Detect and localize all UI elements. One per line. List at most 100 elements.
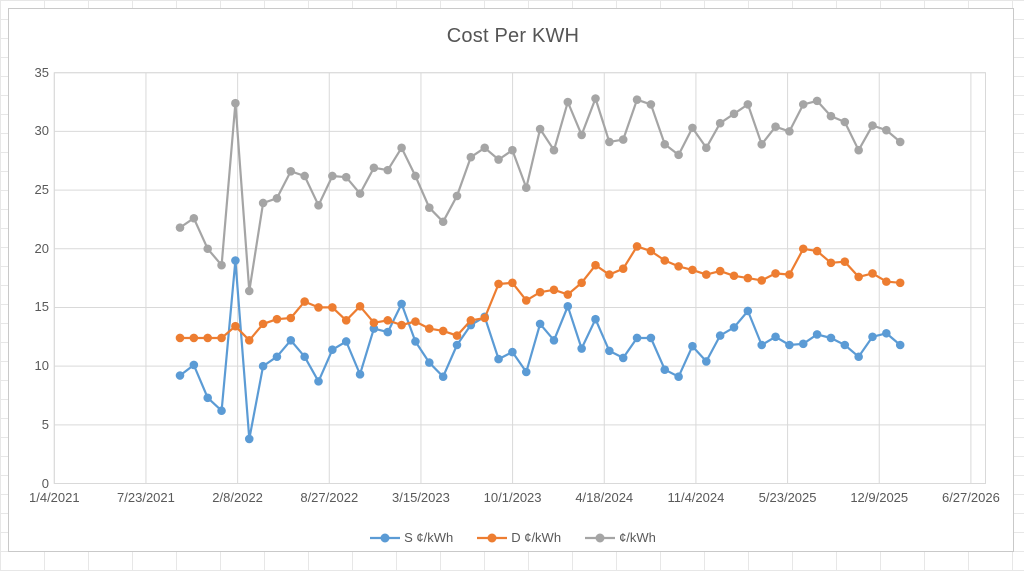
series-0-marker: [341, 337, 351, 346]
series-2-marker: [314, 201, 323, 210]
series-0-marker: [618, 353, 628, 363]
x-axis-tick-label: 1/4/2021: [29, 490, 80, 505]
series-2-marker: [729, 109, 739, 119]
series-1-marker: [411, 317, 420, 326]
series-1-marker: [715, 266, 725, 276]
legend-item-0[interactable]: S ¢/kWh: [370, 530, 453, 545]
series-1-marker: [258, 319, 268, 329]
series-0-marker: [743, 306, 753, 316]
legend-marker-icon: [585, 533, 616, 542]
series-2-marker: [480, 143, 490, 153]
x-axis-tick-label: 10/1/2023: [483, 490, 542, 505]
series-1-marker: [605, 270, 614, 279]
series-2-marker: [508, 145, 517, 155]
series-1-marker: [535, 287, 545, 297]
series-2-marker: [217, 260, 226, 270]
x-axis-tick-label: 2/8/2022: [212, 490, 263, 505]
series-0-marker: [660, 365, 670, 374]
series-0-marker: [826, 333, 836, 343]
x-axis-tick-label: 5/23/2025: [758, 490, 817, 505]
series-2-marker: [785, 127, 794, 136]
plot-border: [53, 72, 987, 484]
series-1-marker: [688, 265, 697, 275]
legend: S ¢/kWh D ¢/kWh ¢/kWh: [9, 530, 1017, 545]
series-0-marker: [591, 314, 600, 324]
series-1-marker: [840, 257, 850, 266]
series-0-marker: [480, 312, 490, 322]
series-2-marker: [798, 100, 808, 109]
series-1-marker: [702, 270, 711, 279]
chart-container[interactable]: Cost Per KWH 0 5 10 15 20 25 30 35 1/4/2021 7/23…: [8, 8, 1014, 552]
series-1-marker: [632, 242, 642, 251]
series-2-marker: [854, 145, 863, 155]
series-1-marker: [480, 313, 490, 323]
series-0-marker: [244, 434, 254, 444]
x-axis-tick-label: 12/9/2025: [850, 490, 909, 505]
y-axis-tick-label: 30: [34, 123, 49, 139]
series-1-marker: [300, 297, 309, 306]
series-2-marker: [175, 223, 185, 232]
series-1-marker: [771, 269, 780, 278]
series-0-marker: [286, 336, 296, 345]
series-0-marker: [895, 340, 905, 350]
series-2-marker: [715, 118, 725, 128]
series-1-marker: [328, 303, 337, 312]
series-1-marker: [549, 285, 559, 295]
series-2-marker: [895, 137, 905, 147]
x-axis-tick-label: 3/15/2023: [392, 490, 450, 505]
series-2-marker: [549, 145, 559, 155]
series-1-marker: [563, 290, 573, 299]
series-0-marker: [702, 357, 711, 366]
series-0-marker: [840, 340, 850, 350]
series-2-marker: [438, 217, 448, 227]
series-0-marker: [369, 324, 379, 333]
series-line-0: [178, 259, 902, 440]
legend-item-2[interactable]: ¢/kWh: [585, 530, 656, 545]
series-2-marker: [383, 165, 393, 175]
x-axis-tick-label: 7/23/2021: [117, 490, 175, 505]
series-0-marker: [577, 344, 586, 353]
series-1-marker: [785, 270, 794, 279]
series-0-marker: [438, 372, 448, 381]
series-2-marker: [868, 121, 877, 130]
series-0-marker: [757, 340, 766, 350]
series-2-marker: [882, 125, 891, 135]
series-2-marker: [328, 171, 337, 181]
series-0-marker: [812, 330, 822, 339]
series-line-1: [178, 245, 902, 342]
legend-item-1[interactable]: D ¢/kWh: [477, 530, 561, 545]
x-axis-tick-label: 6/27/2026: [941, 490, 1000, 505]
series-2-marker: [425, 203, 434, 212]
series-2-marker: [535, 124, 545, 134]
series-1-marker: [369, 318, 379, 328]
series-2-marker: [660, 139, 670, 149]
series-1-marker: [231, 321, 240, 331]
series-0-marker: [771, 332, 780, 342]
x-axis-tick-label: 11/4/2024: [667, 490, 725, 505]
series-0-marker: [854, 352, 863, 362]
series-2-marker: [466, 152, 476, 162]
series-1-marker: [355, 301, 365, 311]
y-axis-tick-label: 25: [34, 182, 49, 198]
series-1-marker: [854, 272, 863, 282]
series-1-marker: [895, 278, 905, 288]
series-1-marker: [175, 333, 185, 343]
series-1-marker: [383, 316, 393, 325]
series-1-marker: [314, 303, 323, 312]
series-1-marker: [494, 279, 503, 289]
series-0-marker: [258, 361, 268, 371]
series-2-marker: [355, 189, 365, 198]
series-1-marker: [189, 333, 199, 343]
series-1-marker: [743, 273, 753, 283]
series-0-marker: [452, 340, 462, 350]
series-2-marker: [632, 95, 642, 104]
y-axis-tick-label: 15: [34, 299, 49, 315]
legend-label: S ¢/kWh: [404, 530, 454, 545]
series-0-marker: [882, 328, 891, 338]
series-2-marker: [702, 143, 711, 153]
series-0-marker: [231, 256, 240, 265]
series-0-marker: [688, 341, 697, 351]
series-0-marker: [383, 327, 393, 337]
series-2-marker: [771, 122, 780, 131]
series-0-marker: [300, 352, 309, 362]
